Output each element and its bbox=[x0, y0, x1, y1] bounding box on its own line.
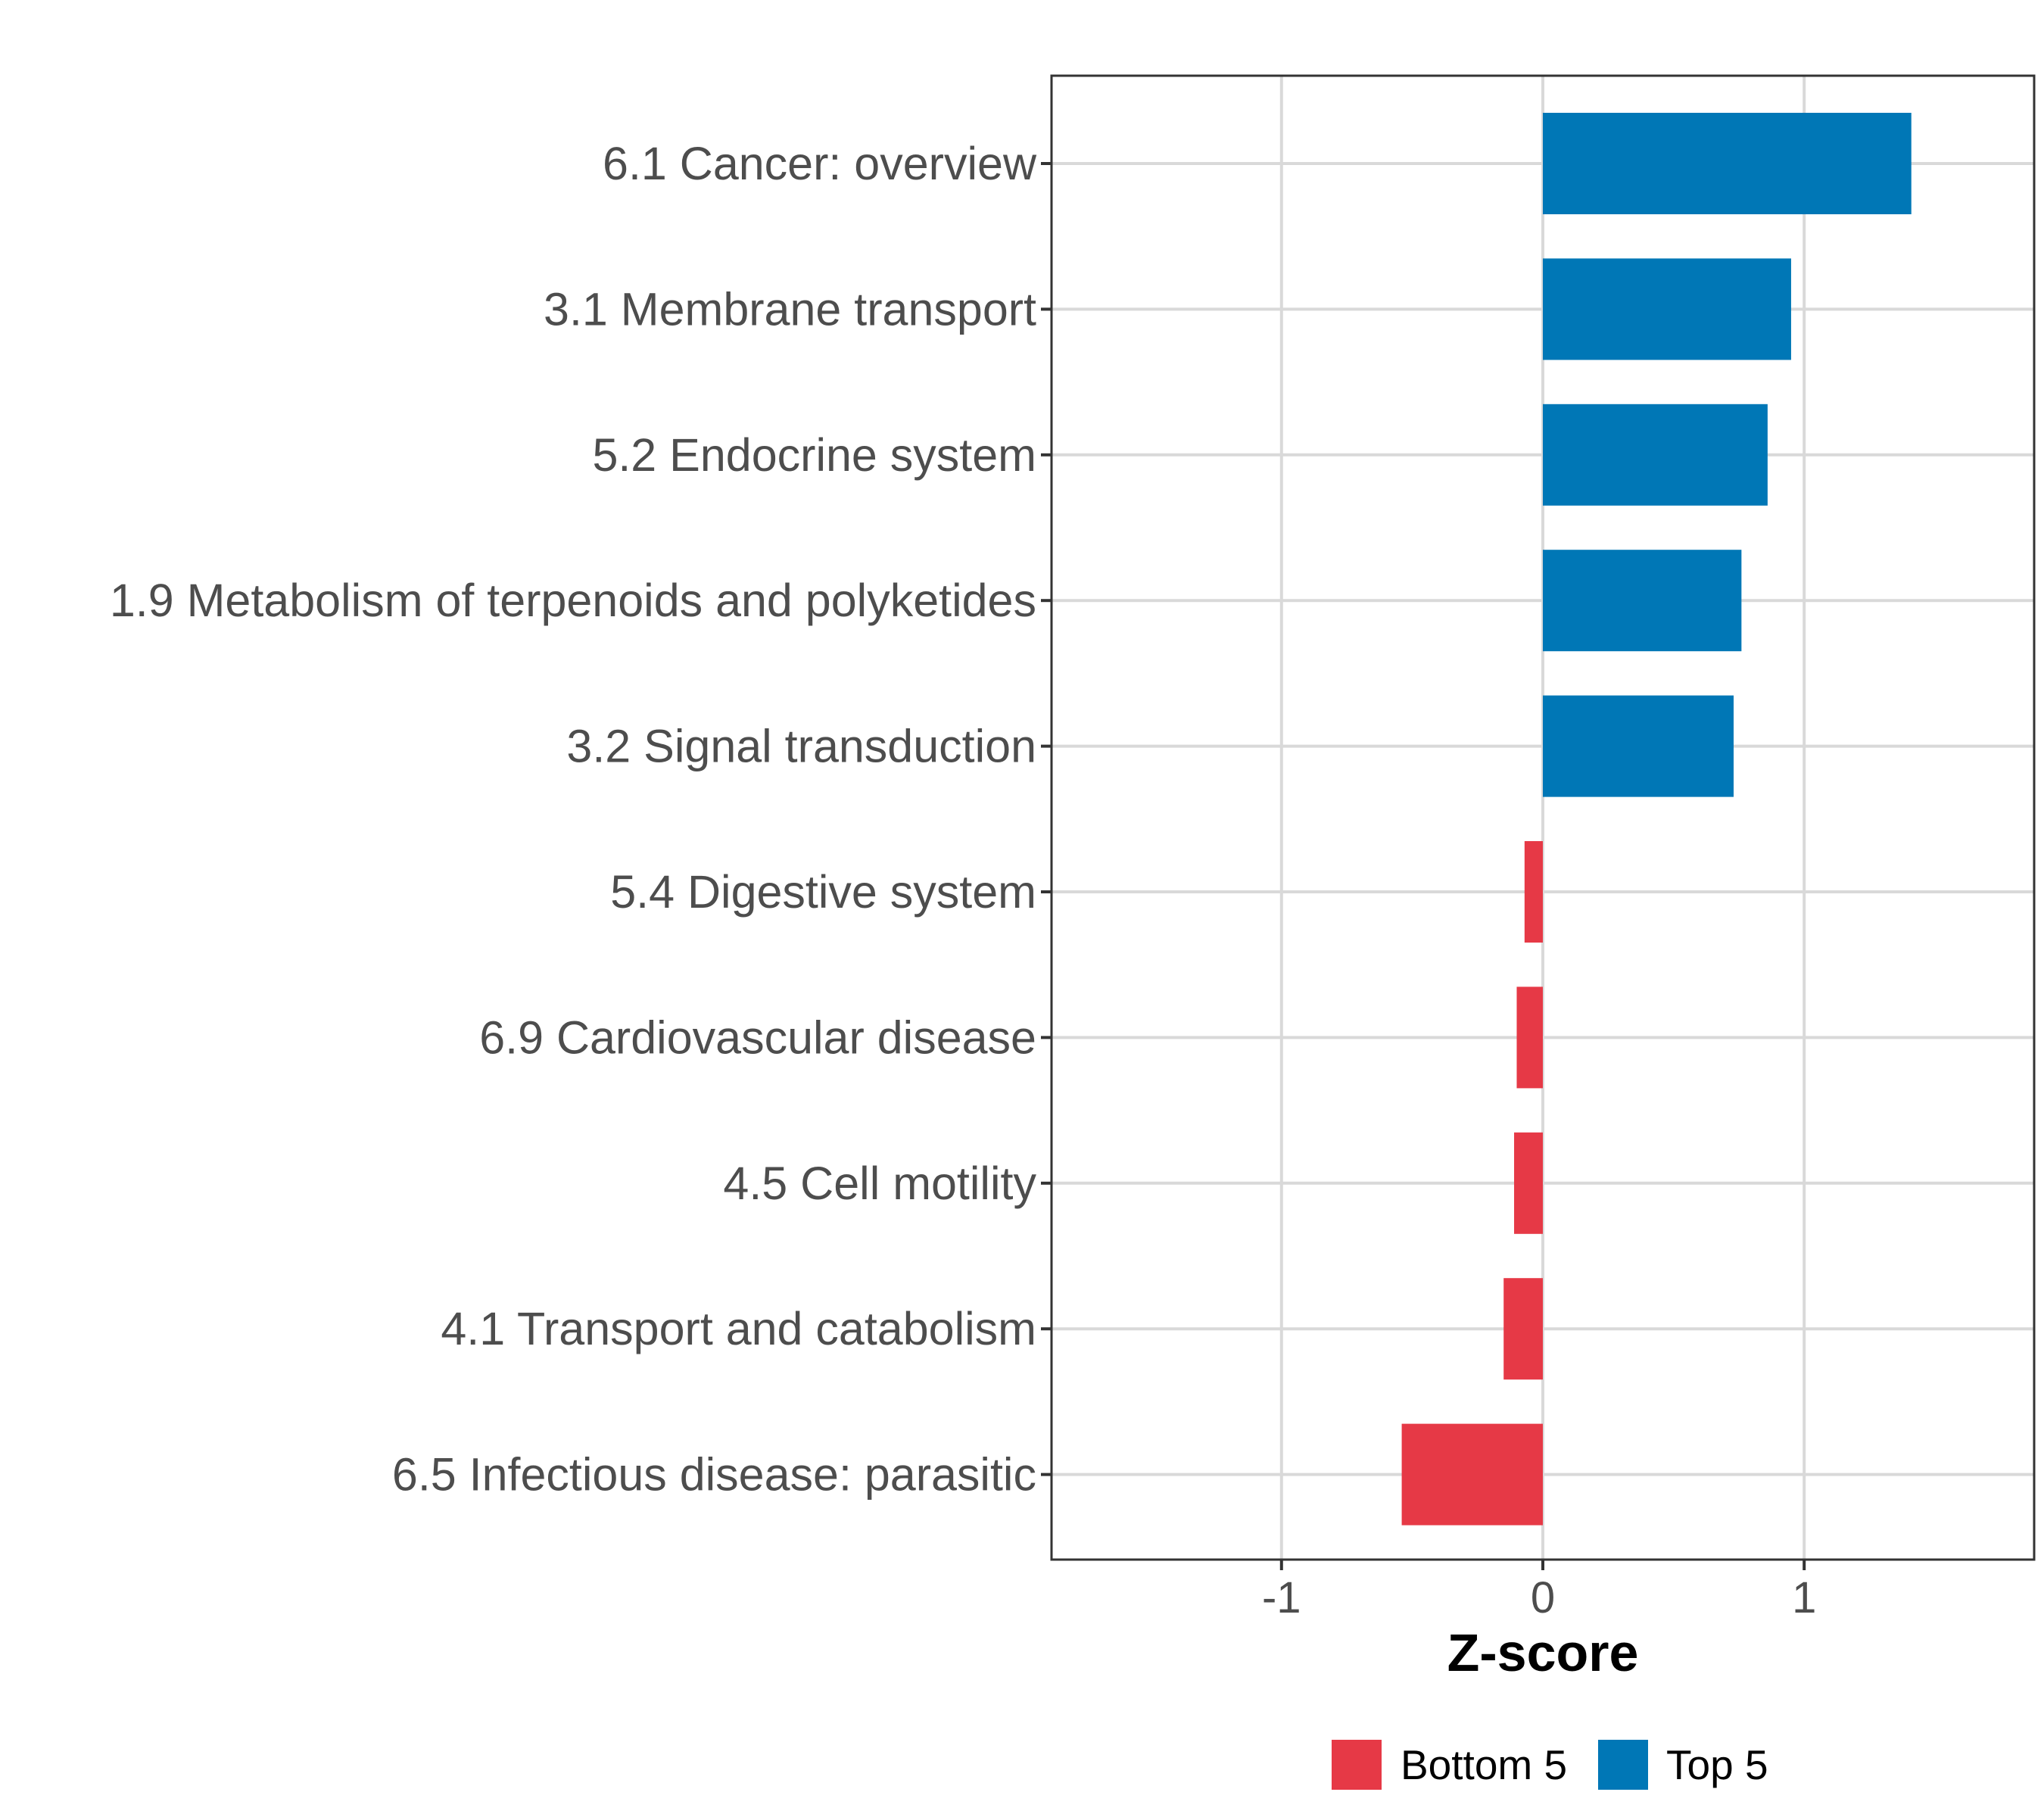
y-tick-label: 5.4 Digestive system bbox=[610, 866, 1036, 918]
legend: Bottom 5 Top 5 bbox=[1332, 1740, 1768, 1790]
bar bbox=[1543, 550, 1742, 652]
legend-label-bottom5: Bottom 5 bbox=[1401, 1741, 1567, 1788]
y-tick-label: 5.2 Endocrine system bbox=[592, 429, 1036, 481]
y-tick-label: 4.1 Transport and catabolism bbox=[441, 1303, 1036, 1354]
x-tick-label: -1 bbox=[1262, 1573, 1301, 1622]
bar bbox=[1514, 1132, 1543, 1234]
bar bbox=[1543, 695, 1734, 797]
x-axis-title: Z-score bbox=[1447, 1623, 1639, 1682]
bar bbox=[1524, 841, 1543, 943]
bar bbox=[1503, 1278, 1543, 1380]
legend-label-top5: Top 5 bbox=[1666, 1741, 1768, 1788]
x-tick-label: 0 bbox=[1531, 1573, 1555, 1622]
legend-swatch-top5 bbox=[1598, 1740, 1648, 1790]
y-tick-label: 4.5 Cell motility bbox=[723, 1158, 1036, 1209]
bar bbox=[1516, 986, 1543, 1089]
bar-layer bbox=[1401, 113, 1912, 1526]
bar bbox=[1543, 404, 1768, 506]
y-tick-label: 3.2 Signal transduction bbox=[566, 721, 1036, 772]
y-tick-label: 6.1 Cancer: overview bbox=[603, 138, 1037, 189]
bar bbox=[1543, 258, 1791, 360]
y-tick-label: 1.9 Metabolism of terpenoids and polyket… bbox=[110, 575, 1036, 626]
y-tick-label: 6.9 Cardiovascular disease bbox=[479, 1011, 1036, 1063]
x-tick-label: 1 bbox=[1792, 1573, 1816, 1622]
axis-layer: 6.1 Cancer: overview 3.1 Membrane transpo… bbox=[110, 138, 1816, 1622]
bar bbox=[1401, 1423, 1543, 1526]
bar bbox=[1543, 113, 1912, 214]
y-tick-label: 6.5 Infectious disease: parasitic bbox=[392, 1449, 1036, 1501]
legend-swatch-bottom5 bbox=[1332, 1740, 1382, 1790]
y-tick-label: 3.1 Membrane transport bbox=[544, 283, 1036, 335]
